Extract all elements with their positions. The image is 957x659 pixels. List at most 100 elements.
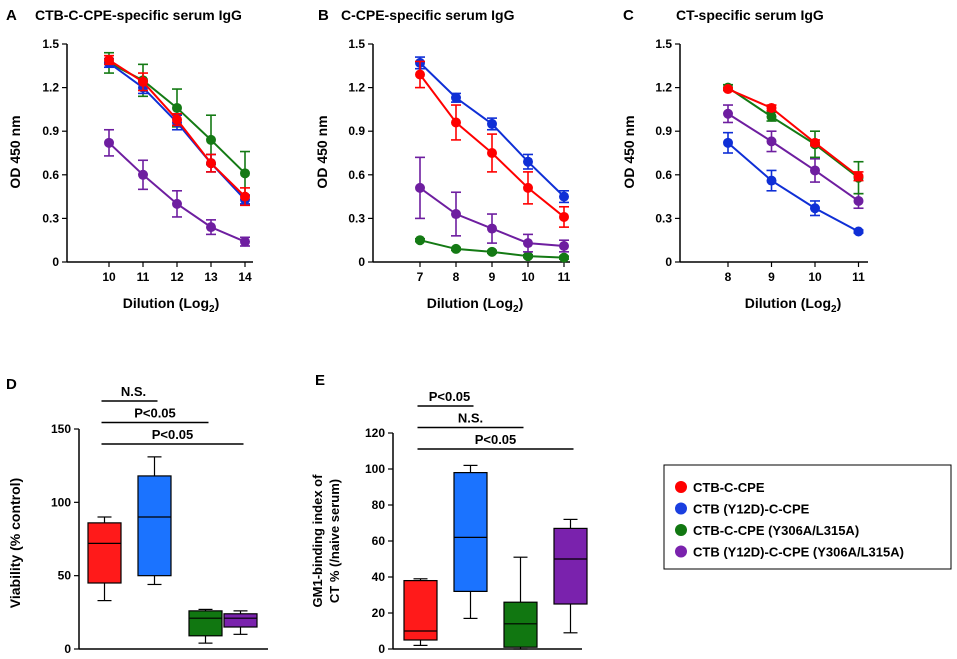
legend-marker — [675, 545, 687, 558]
y-tick-label: 0.9 — [42, 124, 59, 138]
data-point — [415, 69, 425, 80]
data-point — [415, 182, 425, 193]
data-point — [138, 76, 148, 87]
legend-marker — [675, 502, 687, 515]
box-body — [453, 472, 488, 593]
series-line — [108, 62, 246, 201]
series-line — [727, 142, 859, 233]
y-tick-label: 0.3 — [42, 211, 59, 225]
data-point — [723, 137, 733, 148]
y-tick-label: 20 — [372, 606, 386, 620]
y-tick-label: 0 — [52, 255, 59, 269]
data-point — [487, 223, 497, 234]
data-point — [487, 148, 497, 158]
x-tick-label: 10 — [521, 270, 535, 284]
x-tick-label: 9 — [489, 270, 496, 284]
data-point — [523, 182, 533, 193]
data-point — [559, 211, 569, 222]
data-point — [723, 108, 733, 119]
y-tick-label: 0 — [358, 255, 365, 269]
panel-b-xlabel: Dilution (Log2) — [427, 295, 524, 315]
y-tick-label: 0.6 — [348, 168, 365, 182]
box-ctb-c-cpe — [87, 516, 122, 602]
data-point — [451, 117, 461, 128]
data-point — [172, 114, 182, 125]
box-body — [403, 579, 438, 641]
x-tick-label: 11 — [852, 270, 865, 284]
series-ctb-c-cpe-y306a-l315a- — [723, 82, 864, 195]
y-tick-label: 1.5 — [655, 37, 672, 51]
significance-label: P<0.05 — [429, 389, 471, 404]
data-point — [523, 156, 533, 167]
data-point — [766, 175, 777, 186]
series-ctb-y12d-c-cpe — [104, 57, 250, 205]
y-tick-label: 0 — [665, 255, 672, 269]
significance-label: N.S. — [121, 384, 146, 399]
x-tick-label: 7 — [417, 270, 424, 284]
data-point — [559, 241, 569, 252]
legend-marker — [675, 481, 687, 493]
panel-c-chart: 0 0.3 0.6 0.9 1.2 1.5 8 9 10 11 — [655, 37, 868, 284]
series-ctb-y12d-c-cpe-y306a-l315a- — [415, 156, 569, 253]
x-tick-label: 11 — [558, 270, 571, 284]
y-tick-label: 1.5 — [42, 37, 59, 51]
box-body — [87, 522, 122, 584]
series-line — [727, 88, 860, 178]
data-point — [523, 238, 533, 249]
series-line — [727, 86, 860, 179]
y-tick-label: 0.6 — [655, 168, 672, 182]
significance-label: P<0.05 — [152, 427, 194, 442]
box-body — [503, 601, 538, 648]
y-tick-label: 150 — [51, 422, 71, 436]
y-tick-label: 0.9 — [348, 124, 365, 138]
y-tick-label: 0 — [64, 642, 71, 656]
x-tick-label: 8 — [453, 270, 460, 284]
panel-e-chart: 0 20 40 60 80 100 120 P<0.05 N.S. P<0.05 — [365, 389, 588, 656]
legend-label: CTB-C-CPE — [693, 480, 765, 495]
x-tick-label: 14 — [238, 270, 252, 284]
series-line — [727, 112, 860, 202]
panel-b-ylabel: OD 450 nm — [314, 115, 330, 188]
data-point — [240, 191, 250, 202]
data-point — [240, 168, 250, 179]
box-ctb-y12d-c-cpe-y306a-l315a- — [223, 610, 258, 635]
panel-a-chart: 0 0.3 0.6 0.9 1.2 1.5 10 11 12 13 14 — [42, 37, 253, 284]
data-point — [810, 165, 820, 176]
y-tick-label: 60 — [372, 534, 386, 548]
x-tick-label: 11 — [137, 270, 150, 284]
y-tick-label: 1.2 — [655, 81, 672, 95]
series-ctb-y12d-c-cpe — [723, 131, 864, 237]
box-ctb-y12d-c-cpe-y306a-l315a- — [553, 518, 588, 634]
y-tick-label: 1.5 — [348, 37, 365, 51]
panel-label-b: B — [318, 7, 329, 24]
data-point — [206, 134, 216, 145]
data-point — [766, 102, 777, 113]
y-tick-label: 1.2 — [348, 81, 365, 95]
y-tick-label: 100 — [51, 495, 71, 509]
series-ctb-y12d-c-cpe-y306a-l315a- — [104, 128, 250, 247]
panel-label-a: A — [6, 7, 17, 24]
data-point — [853, 195, 864, 206]
box-body — [553, 527, 588, 605]
data-point — [487, 246, 497, 257]
panel-a-ylabel: OD 450 nm — [7, 115, 23, 188]
panel-c-title: CT-specific serum IgG — [676, 7, 824, 23]
data-point — [523, 251, 533, 262]
data-point — [766, 136, 777, 147]
panel-d-chart: 0 50 100 150 N.S. P<0.05 P<0.05 — [51, 384, 268, 656]
box-ctb-y12d-c-cpe — [137, 456, 172, 586]
x-tick-label: 12 — [170, 270, 184, 284]
y-tick-label: 0 — [378, 642, 385, 656]
data-point — [451, 243, 461, 254]
legend-label: CTB-C-CPE (Y306A/L315A) — [693, 523, 859, 538]
data-point — [723, 84, 733, 95]
data-point — [559, 252, 569, 263]
y-tick-label: 100 — [365, 462, 385, 476]
panel-label-e: E — [315, 372, 325, 389]
data-point — [766, 111, 777, 122]
box-body — [223, 613, 258, 628]
y-tick-label: 120 — [365, 426, 385, 440]
significance-label: P<0.05 — [134, 406, 176, 421]
series-ctb-c-cpe — [415, 60, 569, 228]
